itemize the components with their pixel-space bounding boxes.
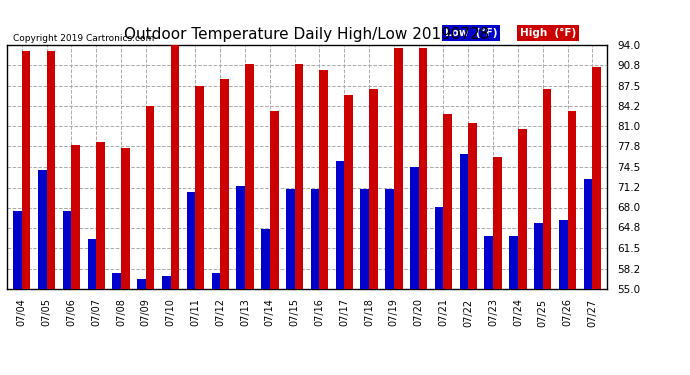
Bar	[410, 167, 419, 289]
Bar	[369, 89, 377, 289]
Title: Outdoor Temperature Daily High/Low 20190728: Outdoor Temperature Daily High/Low 20190…	[124, 27, 490, 42]
Bar	[435, 207, 444, 289]
Bar	[385, 189, 394, 289]
Bar	[419, 48, 427, 289]
Bar	[592, 67, 601, 289]
Bar	[245, 64, 254, 289]
Bar	[360, 189, 369, 289]
Bar	[170, 42, 179, 289]
Bar	[493, 158, 502, 289]
Bar	[220, 80, 229, 289]
Bar	[460, 154, 469, 289]
Bar	[121, 148, 130, 289]
Bar	[63, 211, 71, 289]
Bar	[270, 111, 279, 289]
Bar	[162, 276, 170, 289]
Text: Copyright 2019 Cartronics.com: Copyright 2019 Cartronics.com	[13, 34, 154, 43]
Bar	[237, 186, 245, 289]
Bar	[295, 64, 304, 289]
Bar	[518, 129, 526, 289]
Bar	[47, 51, 55, 289]
Bar	[71, 145, 80, 289]
Bar	[286, 189, 295, 289]
Bar	[146, 106, 155, 289]
Bar	[344, 95, 353, 289]
Bar	[112, 273, 121, 289]
Bar	[310, 189, 319, 289]
Bar	[195, 86, 204, 289]
Bar	[212, 273, 220, 289]
Bar	[38, 170, 47, 289]
Bar	[261, 230, 270, 289]
Bar	[13, 211, 22, 289]
Bar	[509, 236, 518, 289]
Bar	[584, 179, 592, 289]
Bar	[394, 48, 402, 289]
Bar	[469, 123, 477, 289]
Text: High  (°F): High (°F)	[520, 28, 576, 38]
Bar	[187, 192, 195, 289]
Bar	[567, 111, 576, 289]
Text: Low  (°F): Low (°F)	[445, 28, 497, 38]
Bar	[543, 89, 551, 289]
Bar	[88, 239, 96, 289]
Bar	[319, 70, 328, 289]
Bar	[559, 220, 567, 289]
Bar	[335, 160, 344, 289]
Bar	[534, 223, 543, 289]
Bar	[96, 142, 105, 289]
Bar	[22, 51, 30, 289]
Bar	[484, 236, 493, 289]
Bar	[444, 114, 452, 289]
Bar	[137, 279, 146, 289]
